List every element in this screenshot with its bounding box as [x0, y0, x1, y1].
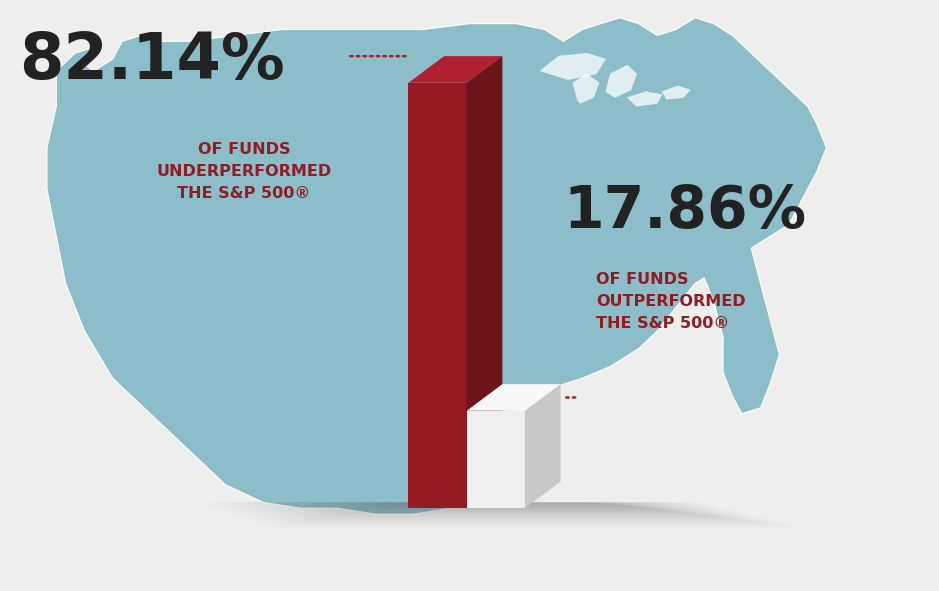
Text: OF FUNDS
UNDERPERFORMED
THE S&P 500®: OF FUNDS UNDERPERFORMED THE S&P 500®	[157, 142, 331, 202]
Polygon shape	[408, 83, 467, 508]
Text: 82.14%: 82.14%	[19, 30, 285, 92]
Polygon shape	[467, 411, 525, 508]
Polygon shape	[47, 18, 826, 514]
Polygon shape	[627, 92, 662, 106]
Polygon shape	[525, 384, 561, 508]
Polygon shape	[573, 74, 599, 103]
Polygon shape	[408, 56, 502, 83]
Polygon shape	[606, 65, 637, 98]
Polygon shape	[467, 384, 561, 411]
Text: OF FUNDS
OUTPERFORMED
THE S&P 500®: OF FUNDS OUTPERFORMED THE S&P 500®	[596, 272, 746, 332]
Polygon shape	[388, 502, 617, 504]
Polygon shape	[467, 56, 502, 508]
Text: 17.86%: 17.86%	[563, 183, 807, 240]
Polygon shape	[540, 53, 606, 80]
Polygon shape	[662, 86, 690, 99]
